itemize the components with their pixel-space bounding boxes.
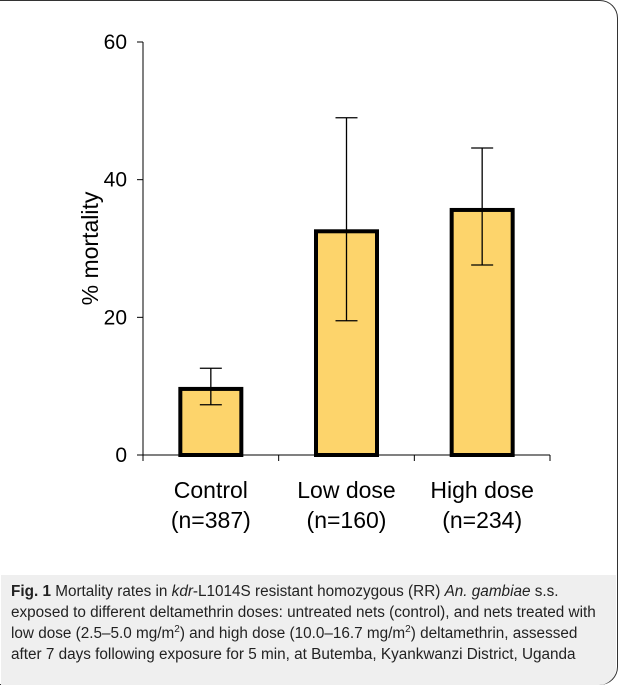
caption-fragment: Mortality rates in (50, 583, 172, 600)
y-tick-label: 0 (115, 444, 127, 467)
caption-fragment: An. gambiae (444, 583, 531, 600)
caption-box: Fig. 1 Mortality rates in kdr-L1014S res… (1, 575, 616, 685)
figure-label: Fig. 1 (11, 583, 51, 600)
caption-fragment: ) and high dose (10.0–16.7 mg/m (179, 625, 406, 642)
caption-fragment: 2 (174, 623, 180, 635)
category-count-label: (n=160) (307, 507, 387, 533)
chart-area: 0 20 40 60 % mortality Control (n=387) Low dose… (77, 31, 551, 533)
y-tick-label: 40 (104, 169, 127, 192)
error-bars-layer (199, 117, 494, 406)
category-label: Control (174, 477, 248, 503)
category-label: Low dose (297, 477, 395, 503)
y-axis-label: % mortality (77, 191, 103, 305)
caption-fragment: s.s. exposed to different deltamethrin d… (11, 583, 596, 642)
caption-fragment: 2 (405, 623, 411, 635)
caption-text: Mortality rates in kdr-L1014S resistant … (11, 583, 596, 663)
category-count-label: (n=234) (442, 507, 522, 533)
category-label: High dose (430, 477, 534, 503)
y-tick-label: 60 (104, 31, 127, 54)
bar-chart: 0 20 40 60 % mortality Control (n=387) Low dose… (77, 31, 551, 533)
caption-fragment: -L1014S resistant homozygous (RR) (192, 583, 445, 600)
caption-fragment: ) deltamethrin, assessed after 7 days fo… (11, 625, 578, 663)
caption-fragment: kdr (171, 583, 193, 600)
category-count-label: (n=387) (171, 507, 251, 533)
y-tick-label: 20 (104, 306, 127, 329)
figure-caption: Fig. 1 Mortality rates in kdr-L1014S res… (11, 581, 611, 665)
labels-layer: 0 20 40 60 % mortality Control (n=387) Low dose… (77, 31, 534, 533)
